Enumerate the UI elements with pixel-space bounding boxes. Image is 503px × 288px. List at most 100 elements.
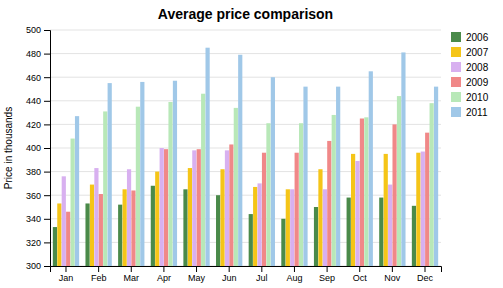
bar <box>108 83 112 266</box>
x-tick-label: Jan <box>59 273 74 283</box>
x-tick: Jun <box>222 266 237 283</box>
x-tick-mark <box>425 266 426 272</box>
x-tick-label: Oct <box>353 273 368 283</box>
bar <box>416 153 420 266</box>
x-tick-mark <box>392 266 393 272</box>
legend-label: 2008 <box>466 62 489 73</box>
x-tick-label: Aug <box>286 273 302 283</box>
bar <box>271 77 275 266</box>
bar <box>183 189 187 266</box>
bar <box>160 148 164 266</box>
y-tick-mark <box>44 30 50 31</box>
legend-swatch <box>451 77 461 87</box>
x-tick-mark <box>131 266 132 272</box>
chart: 300320340360380400420440460480500JanFebM… <box>0 0 503 288</box>
x-tick-label: Mar <box>124 273 140 283</box>
bar <box>127 169 131 266</box>
bar <box>286 189 290 266</box>
x-tick-mark <box>327 266 328 272</box>
y-tick: 480 <box>26 49 50 59</box>
bar <box>299 123 303 266</box>
grid-line <box>50 30 441 31</box>
bar <box>262 153 266 266</box>
bar <box>412 206 416 266</box>
bar <box>57 203 61 266</box>
y-tick-mark <box>44 148 50 149</box>
y-tick-label: 420 <box>26 120 41 130</box>
x-tick: Feb <box>91 266 107 283</box>
bar <box>206 48 210 266</box>
x-tick-mark <box>294 266 295 272</box>
bar <box>168 102 172 266</box>
y-tick-mark <box>44 266 50 267</box>
bar <box>75 116 79 266</box>
bar <box>388 185 392 266</box>
bar <box>188 168 192 266</box>
bar <box>336 87 340 266</box>
x-tick-mark <box>163 266 164 272</box>
y-tick-mark <box>44 101 50 102</box>
bar <box>99 194 103 266</box>
y-tick-label: 400 <box>26 143 41 153</box>
bar <box>131 190 135 266</box>
legend-label: 2007 <box>466 47 489 58</box>
y-tick-mark <box>44 172 50 173</box>
x-tick: Jan <box>59 266 74 283</box>
x-axis: JanFebMarAprMayJunJulAugSepOctNovDec <box>51 266 442 283</box>
bar <box>216 195 220 266</box>
x-tick-label: Dec <box>417 273 434 283</box>
bar <box>229 144 233 266</box>
bar <box>281 219 285 266</box>
x-tick-label: Jul <box>256 273 268 283</box>
bar <box>425 133 429 266</box>
x-tick-mark <box>65 266 66 272</box>
bar <box>314 207 318 266</box>
y-tick-mark <box>44 242 50 243</box>
x-tick-label: Jun <box>222 273 237 283</box>
legend-swatch <box>451 107 461 117</box>
legend-swatch <box>451 47 461 57</box>
bar <box>90 185 94 266</box>
legend-label: 2010 <box>466 92 489 103</box>
bar <box>355 161 359 266</box>
legend-item: 2007 <box>451 47 489 58</box>
x-tick: Dec <box>417 266 434 283</box>
bar <box>249 214 253 266</box>
y-tick: 440 <box>26 96 50 106</box>
bar <box>140 82 144 266</box>
legend-swatch <box>451 92 461 102</box>
legend-label: 2011 <box>466 107 488 118</box>
bar <box>197 149 201 266</box>
bar <box>364 117 368 266</box>
bar <box>347 198 351 266</box>
legend-item: 2006 <box>451 32 489 43</box>
x-tick-label: Sep <box>319 273 335 283</box>
x-tick-label: Apr <box>157 273 171 283</box>
x-tick-label: Nov <box>384 273 401 283</box>
bar <box>397 96 401 266</box>
bar <box>234 108 238 266</box>
y-tick-mark <box>44 124 50 125</box>
y-tick-label: 500 <box>26 25 41 35</box>
bar <box>332 115 336 266</box>
legend-swatch <box>451 62 461 72</box>
bar <box>155 172 159 266</box>
legend-item: 2009 <box>451 77 489 88</box>
y-axis-line <box>44 31 51 267</box>
bar <box>62 176 66 266</box>
bar <box>369 71 373 266</box>
y-tick-mark <box>44 54 50 55</box>
x-tick-label: Feb <box>91 273 107 283</box>
legend-item: 2010 <box>451 92 489 103</box>
bars <box>53 48 438 266</box>
bar <box>258 183 262 266</box>
y-tick: 320 <box>26 238 50 248</box>
y-tick-mark <box>44 77 50 78</box>
y-tick-label: 320 <box>26 238 41 248</box>
y-tick-label: 440 <box>26 96 41 106</box>
bar <box>118 205 122 266</box>
legend-swatch <box>451 32 461 42</box>
bar <box>266 123 270 266</box>
bar <box>66 212 70 266</box>
x-tick: Aug <box>286 266 302 283</box>
